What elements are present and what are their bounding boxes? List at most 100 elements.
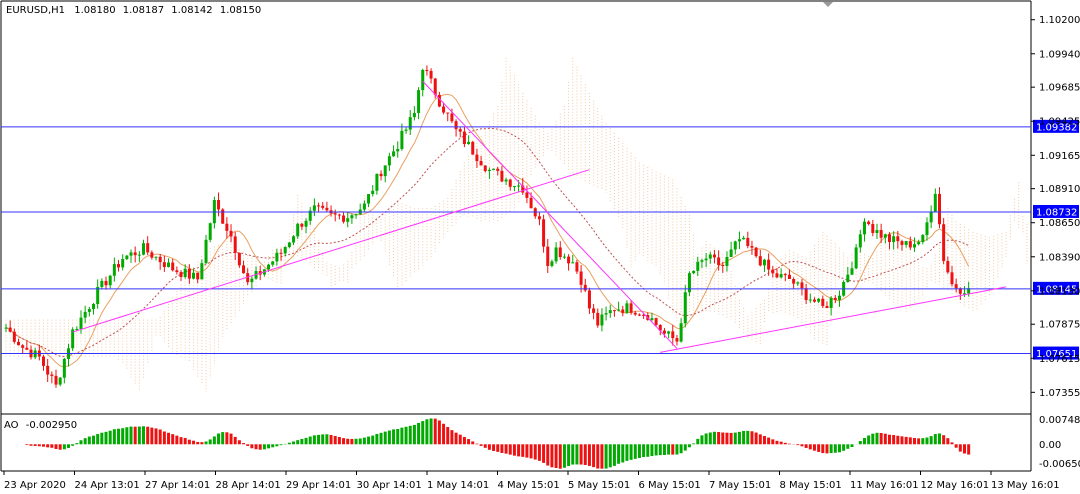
candle-body [771,269,775,274]
candle-body [775,273,779,278]
candle-body [471,141,475,155]
candle-body [296,223,300,237]
candle-body [437,94,441,107]
candle-body [587,290,591,309]
candle-body [183,268,187,278]
price-tick-label: 1.08910 [1039,184,1080,195]
candle-body [246,273,250,283]
candle-body [171,262,175,271]
candle-body [83,311,87,318]
candle-body [583,284,587,291]
candle-body [121,259,125,268]
level-label-bg [1033,119,1079,133]
candle-body [425,69,429,71]
candle-body [521,185,525,193]
candle-body [483,165,487,172]
time-tick-label: 11 May 16:01 [850,480,919,491]
candle-body [825,305,829,308]
candle-body [783,274,787,276]
candle-body [879,230,883,238]
candle-body [62,358,66,378]
candle-body [858,234,862,248]
price-tick-label: 1.09165 [1039,151,1080,162]
candle-body [921,235,925,243]
candle-body [479,161,483,166]
candle-body [400,130,404,149]
candle-body [733,241,737,250]
candle-body [967,288,971,294]
candle-body [837,295,841,300]
time-tick-label: 7 May 15:01 [709,480,771,491]
candle-body [379,173,383,177]
price-tick-label: 1.10200 [1039,15,1080,26]
candle-body [367,194,371,204]
time-tick-label: 5 May 15:01 [568,480,630,491]
ichimoku-cloud [5,57,1028,392]
candle-body [496,168,500,171]
candle-body [796,282,800,284]
scroll-marker-icon[interactable] [823,2,833,7]
ao-title: AO -0.002950 [4,420,77,431]
ao-tick-label: 0.007487 [1039,415,1080,426]
candle-body [408,117,412,130]
time-tick-label: 30 Apr 14:01 [357,480,422,491]
candle-body [267,264,271,270]
awesome-oscillator: 0.007487 0.00 -0.006507 [25,415,1080,470]
ohlc-open: 1.08180 [74,5,115,16]
candle-body [162,262,166,268]
candle-body [458,129,462,132]
candle-body [217,200,221,210]
candle-body [196,272,200,280]
candle-body [887,234,891,243]
candle-body [275,252,279,262]
candle-body [429,70,433,79]
candle-body [129,252,133,256]
candle-body [900,241,904,245]
candle-body [221,209,225,224]
candle-body [142,243,146,255]
candle-body [87,309,91,312]
candle-body [350,215,354,219]
candle-body [167,262,171,268]
candle-body [812,299,816,302]
time-tick-label: 28 Apr 14:01 [216,480,281,491]
candle-body [512,186,516,188]
horizontal-levels[interactable]: 1.09382 1.08732 1.08145 1.07651 [1,119,1079,360]
candle-body [958,288,962,294]
candle-body [833,297,837,300]
time-tick-label: 23 Apr 2020 [4,480,66,491]
level-label-bg [1033,204,1079,218]
candle-body [937,193,941,225]
candles [4,65,971,388]
candle-body [612,310,616,312]
price-tick-label: 1.09940 [1039,49,1080,60]
candle-body [404,129,408,131]
candle-body [450,113,454,122]
candle-body [442,106,446,113]
candle-body [396,148,400,152]
candle-body [237,252,241,266]
time-tick-label: 29 Apr 14:01 [286,480,351,491]
candle-body [312,205,316,211]
time-tick-label: 24 Apr 13:01 [75,480,140,491]
ohlc-high: 1.08187 [123,5,164,16]
candle-body [862,221,866,235]
candle-body [962,293,966,295]
candle-body [58,377,62,385]
candle-body [558,247,562,258]
candle-body [608,310,612,314]
trendline [422,80,678,349]
price-tick-label: 1.08390 [1039,252,1080,263]
candle-body [854,247,858,269]
candle-body [700,260,704,262]
candle-body [571,262,575,264]
candle-body [579,271,583,285]
candle-body [592,308,596,313]
price-tick-label: 1.08130 [1039,286,1080,297]
candle-body [337,214,341,216]
candle-body [829,297,833,308]
candle-body [525,192,529,198]
trendlines[interactable] [72,80,1007,353]
candle-body [767,259,771,270]
